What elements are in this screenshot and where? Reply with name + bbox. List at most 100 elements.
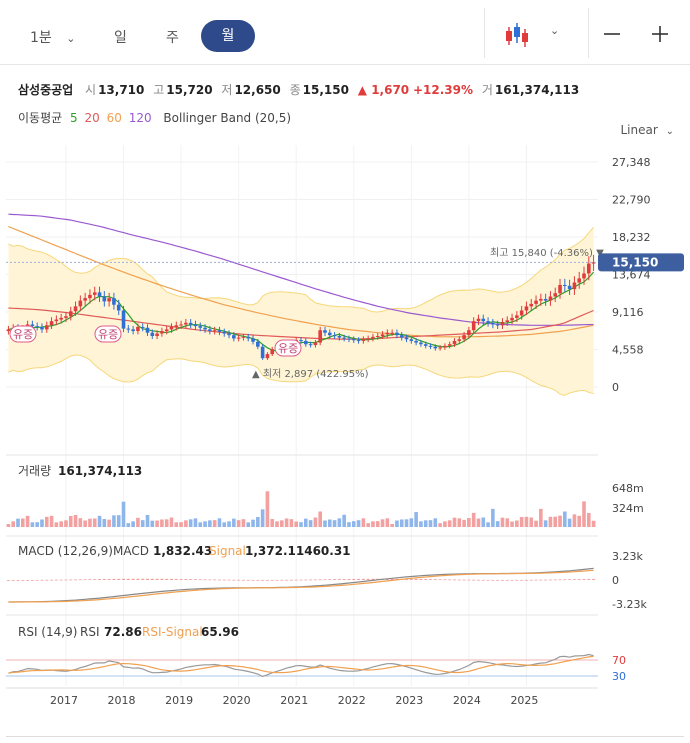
macd-hist-bar [45, 579, 49, 581]
volume-bar [212, 520, 217, 527]
candle-body [491, 322, 495, 325]
macd-lines [6, 567, 596, 603]
volume-bar [179, 522, 183, 527]
interval-dropdown[interactable]: 1분 ⌄ [30, 22, 75, 54]
candle-body [452, 340, 457, 345]
macd-hist-bar [241, 579, 245, 581]
macd-hist-bar [486, 579, 490, 581]
event-label: 유증 [13, 328, 33, 341]
volume-bar [251, 519, 255, 527]
rsi-line [8, 653, 594, 678]
macd-tick-label: 3.23k [612, 550, 643, 563]
macd-hist-bar [515, 579, 519, 581]
macd-hist-bar [251, 579, 255, 581]
candle-body [313, 342, 318, 346]
candle-body [371, 336, 375, 339]
candle-body [308, 344, 313, 346]
event-badge [9, 325, 37, 343]
volume-bar [491, 508, 495, 527]
volume-bar [25, 515, 30, 527]
candle-body [78, 300, 83, 307]
candlestick-icon [506, 23, 528, 47]
macd-tick-label: 0 [612, 574, 619, 587]
volume-bar [567, 518, 572, 527]
volume-bar [534, 520, 538, 527]
open-value: 13,710 [98, 83, 145, 97]
volume-bar [11, 521, 15, 527]
macd-hist-bar [213, 579, 217, 581]
candle-body [443, 345, 447, 348]
volume-bar [332, 520, 337, 527]
candle-body [375, 335, 380, 337]
volume-bar [433, 518, 438, 527]
volume-bar [174, 522, 179, 527]
macd-hist-bar [198, 579, 202, 581]
candle-body [447, 344, 452, 346]
volume-bar [112, 515, 116, 527]
volume-bar [126, 523, 131, 527]
candle-body [236, 337, 241, 339]
macd-hist-bar [390, 578, 394, 580]
high-annotation: 최고 15,840 (-4.36%) ▼ [490, 247, 604, 259]
candle-body [256, 341, 260, 347]
macd-hist-bar [429, 579, 433, 580]
candle-body [140, 326, 145, 328]
volume-bar [44, 516, 49, 527]
volume-bar [438, 523, 442, 527]
candle-body [265, 354, 270, 359]
macd-hist-bar [366, 578, 370, 580]
macd-hist-bar [452, 579, 456, 581]
minus-icon [604, 33, 620, 35]
volume-bar [337, 518, 342, 527]
candle-body [260, 346, 265, 359]
scale-mode-button[interactable]: Linear ⌄ [620, 123, 674, 137]
macd-hist-bar [217, 579, 221, 581]
macd-hist-bar [472, 579, 476, 581]
macd-hist-bar [520, 579, 524, 581]
macd-hist-bar [299, 579, 303, 581]
volume-bar [73, 515, 78, 527]
candle-body [543, 298, 548, 301]
macd-hist-bar [112, 578, 116, 580]
macd-hist-bar [534, 579, 538, 581]
tab-day[interactable]: 일 [114, 30, 127, 46]
candle-body [572, 282, 577, 290]
volume-bar [390, 524, 394, 527]
macd-hist-bar [265, 579, 269, 581]
zoom-out-button[interactable] [602, 24, 622, 44]
volume-label: 거 [481, 83, 493, 97]
divider [484, 8, 485, 58]
macd-hist-bar [361, 578, 365, 580]
open-label: 시 [85, 83, 97, 97]
macd-hist-bar [419, 579, 423, 580]
candle-body [49, 321, 54, 326]
candle-body [198, 326, 203, 328]
candle-body [529, 303, 534, 307]
rsi-lines [8, 653, 594, 678]
volume-bar [232, 518, 236, 527]
candle-body [433, 346, 438, 349]
candle-body [107, 298, 111, 302]
tab-month[interactable]: 월 [201, 20, 255, 52]
macd-hist-bar [74, 579, 78, 581]
volume-bar [548, 516, 553, 527]
chart-type-button[interactable]: ⌄ [500, 18, 570, 52]
indicator-legend[interactable]: 이동평균 5 20 60 120 Bollinger Band (20,5) [18, 109, 291, 126]
grid [6, 145, 598, 689]
zoom-in-button[interactable] [650, 24, 670, 44]
macd-hist-bar [179, 579, 183, 580]
volume-bar [371, 521, 375, 527]
macd-hist-bar [21, 579, 25, 581]
macd-hist-bar [313, 579, 317, 581]
candle-body [126, 328, 131, 330]
tab-week[interactable]: 주 [166, 30, 179, 46]
axis-labels: 27,348 22,790 18,232 13,674 9,116 4,558 0 2017 2… [6, 156, 684, 707]
change-value: ▲ 1,670 [357, 83, 410, 97]
candle-body [510, 317, 514, 321]
volume-bar [160, 519, 164, 527]
volume-bar [395, 520, 399, 527]
macd-hist-bar [83, 579, 87, 581]
macd-hist-bar [160, 578, 164, 580]
volume-bar [107, 519, 111, 527]
